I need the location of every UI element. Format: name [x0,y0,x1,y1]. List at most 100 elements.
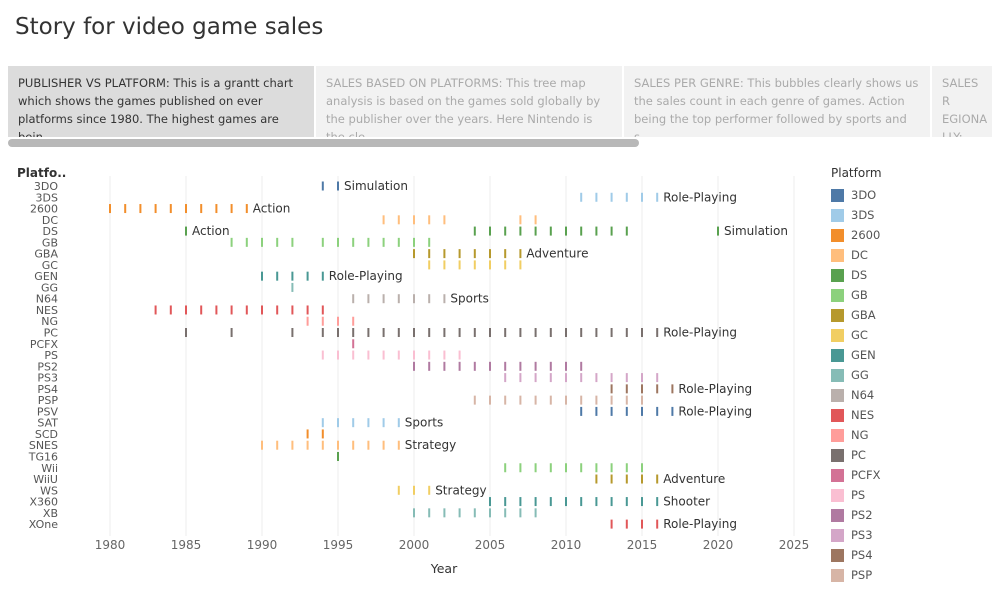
gantt-mark [291,305,294,315]
gantt-mark [610,474,613,484]
legend-item[interactable]: 3DS [831,205,999,225]
gantt-mark [397,294,400,304]
legend-item[interactable]: GBA [831,305,999,325]
gantt-mark [504,508,507,518]
legend-swatch [831,188,844,202]
mark-label: Adventure [663,472,725,486]
gantt-mark [565,226,567,236]
gantt-mark [534,361,537,371]
legend: Platform 3DO 3DS 2600 DC DS GB GBA GC GEN GG N64 NE… [831,166,999,585]
legend-item[interactable]: DS [831,265,999,285]
story-scrollbar[interactable] [8,139,639,147]
gantt-mark [382,350,385,360]
legend-item[interactable]: 3DO [831,185,999,205]
gantt-mark [519,328,522,338]
gantt-mark [656,192,659,202]
legend-label: PSP [851,568,873,582]
y-tick-label: GBA [34,248,58,261]
story-point-sales-genre[interactable]: SALES PER GENRE: This bubbles clearly sh… [624,66,930,137]
story-point-sales-regionally[interactable]: SALES R EGIONA LLY: Th.. [932,66,992,137]
gantt-mark [458,260,461,270]
gantt-mark [595,328,598,338]
gantt-mark [306,316,309,326]
gantt-mark [458,361,461,371]
gantt-mark [352,328,355,338]
gantt-mark [641,192,643,202]
gantt-mark [139,204,142,214]
gantt-mark [154,305,157,315]
legend-item[interactable]: 2600 [831,225,999,245]
gantt-mark [382,215,385,225]
gantt-mark [504,497,507,507]
gantt-mark [352,339,355,349]
gantt-mark [169,305,172,315]
gantt-mark [717,226,719,236]
gantt-mark [382,294,385,304]
gantt-mark [291,237,294,247]
legend-item[interactable]: PC [831,445,999,465]
legend-item[interactable]: PCFX [831,465,999,485]
gantt-mark [549,328,552,338]
gantt-mark [367,350,370,360]
gantt-mark [625,519,628,529]
legend-item[interactable]: PS2 [831,505,999,525]
y-tick-label: XOne [29,518,58,531]
gantt-mark [580,406,583,416]
legend-swatch [831,288,844,302]
gantt-mark [580,463,583,473]
gantt-mark [656,474,659,484]
gantt-mark [352,237,355,247]
gantt-mark [580,361,583,371]
legend-item[interactable]: GB [831,285,999,305]
x-tick-label: 2015 [627,538,658,552]
legend-item[interactable]: N64 [831,385,999,405]
gantt-mark [641,474,643,484]
legend-item[interactable]: DC [831,245,999,265]
gantt-mark [519,373,522,383]
gantt-mark [519,497,522,507]
gantt-mark [519,395,522,405]
gantt-mark [610,497,613,507]
legend-item[interactable]: PS3 [831,525,999,545]
y-tick-label: X360 [29,496,58,509]
gantt-mark [519,249,522,259]
legend-swatch [831,268,844,282]
gantt-mark [428,237,431,247]
y-tick-label: 3DO [34,180,58,193]
gantt-mark [230,328,233,338]
gantt-mark [610,328,613,338]
gantt-mark [337,328,339,338]
gantt-mark [489,249,491,259]
legend-label: PS4 [851,548,873,562]
legend-swatch [831,488,844,502]
gantt-mark [489,260,491,270]
legend-item[interactable]: GEN [831,345,999,365]
legend-item[interactable]: PS4 [831,545,999,565]
legend-item[interactable]: GG [831,365,999,385]
gantt-mark [458,350,461,360]
legend-item[interactable]: PS [831,485,999,505]
gantt-mark [367,440,370,450]
gantt-mark [458,508,461,518]
story-point-sales-platforms[interactable]: SALES BASED ON PLATFORMS: This tree map … [316,66,622,137]
mark-label: Simulation [724,224,788,238]
gantt-mark [625,395,628,405]
legend-item[interactable]: PSP [831,565,999,585]
gantt-mark [519,215,522,225]
gantt-mark [656,519,659,529]
mark-label: Shooter [663,495,710,509]
legend-item[interactable]: GC [831,325,999,345]
story-point-publisher-vs-platform[interactable]: PUBLISHER VS PLATFORM: This is a grantt … [8,66,314,137]
gantt-mark [352,440,355,450]
legend-item[interactable]: NES [831,405,999,425]
gantt-mark [580,373,583,383]
legend-item[interactable]: NG [831,425,999,445]
gantt-mark [534,215,537,225]
gantt-mark [413,508,415,518]
gantt-mark [367,237,370,247]
legend-swatch [831,428,844,442]
gantt-mark [534,328,537,338]
gantt-mark [352,350,355,360]
gantt-mark [306,440,309,450]
gantt-mark [565,328,567,338]
